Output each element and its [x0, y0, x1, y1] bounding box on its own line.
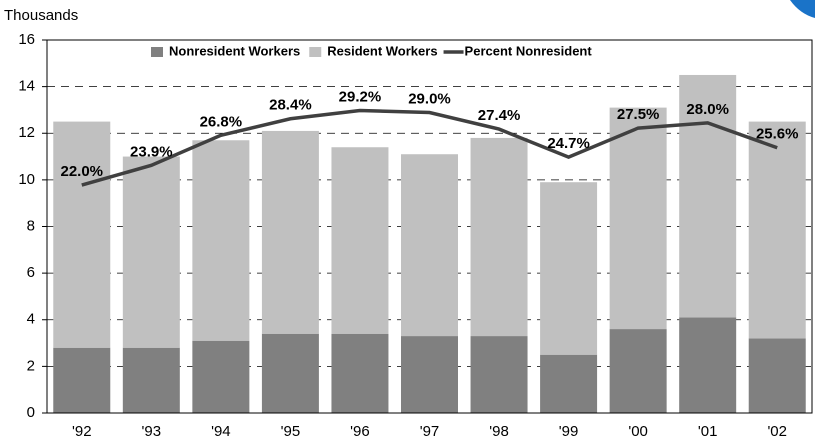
bar-segment: [331, 333, 389, 413]
data-label: 28.4%: [269, 97, 312, 114]
y-tick-label: 16: [18, 31, 35, 48]
line: [81, 108, 778, 187]
legend-label: Percent Nonresident: [465, 43, 593, 58]
bar-segment: [261, 130, 319, 334]
bar-segment: [122, 156, 180, 348]
bar-segment: [540, 182, 598, 355]
y-tick-label: 12: [18, 124, 35, 141]
y-tick-label: 4: [27, 311, 35, 328]
bar-segment: [540, 354, 598, 413]
bar-segment: [331, 147, 389, 334]
bar-segment: [53, 121, 111, 348]
x-tick-label: '94: [211, 423, 231, 440]
data-label: 22.0%: [60, 163, 103, 180]
x-tick-label: '02: [767, 423, 787, 440]
logo-fragment: [790, 0, 815, 18]
data-label: 23.9%: [130, 143, 173, 160]
legend-swatch: [309, 47, 322, 57]
x-tick-label: '95: [281, 423, 301, 440]
bar-segment: [748, 338, 806, 413]
legend-label: Nonresident Workers: [169, 43, 300, 58]
y-axis-title: Thousands: [4, 7, 78, 24]
y-tick-label: 6: [27, 264, 35, 281]
data-label: 27.4%: [478, 107, 521, 124]
bar-segment: [748, 121, 806, 339]
data-label: 29.0%: [408, 90, 451, 107]
bar-segment: [679, 74, 737, 318]
x-tick-label: '01: [698, 423, 718, 440]
legend-swatch: [151, 47, 163, 57]
x-tick-label: '93: [142, 423, 162, 440]
data-label: 26.8%: [200, 113, 243, 130]
y-tick-label: 14: [18, 78, 35, 95]
bar-segment: [53, 347, 111, 413]
data-label: 29.2%: [339, 88, 382, 105]
x-tick-label: '96: [350, 423, 370, 440]
legend-label: Resident Workers: [327, 43, 437, 58]
x-tick-label: '97: [420, 423, 440, 440]
bar-segment: [470, 137, 528, 337]
data-label: 24.7%: [547, 135, 590, 152]
bar-segment: [679, 317, 737, 413]
x-tick-label: '98: [489, 423, 509, 440]
bar-segment: [261, 333, 319, 413]
y-tick-label: 10: [18, 171, 35, 188]
bar-segment: [609, 329, 667, 413]
y-tick-label: 0: [27, 404, 35, 421]
data-label: 27.5%: [617, 106, 660, 123]
bar-segment: [609, 107, 667, 330]
bar-segment: [470, 336, 528, 413]
bar-segment: [401, 154, 458, 337]
bar-segment: [192, 140, 250, 341]
plot-frame: [46, 39, 813, 414]
x-tick-label: '99: [559, 423, 579, 440]
bar-segment: [192, 340, 250, 413]
data-label: 25.6%: [756, 126, 799, 143]
y-tick-label: 2: [27, 357, 35, 374]
x-tick-label: '92: [72, 423, 92, 440]
x-tick-label: '00: [628, 423, 648, 440]
y-tick-label: 8: [27, 217, 35, 234]
bar-segment: [401, 336, 458, 413]
bar-segment: [122, 347, 180, 413]
data-label: 28.0%: [686, 101, 729, 118]
